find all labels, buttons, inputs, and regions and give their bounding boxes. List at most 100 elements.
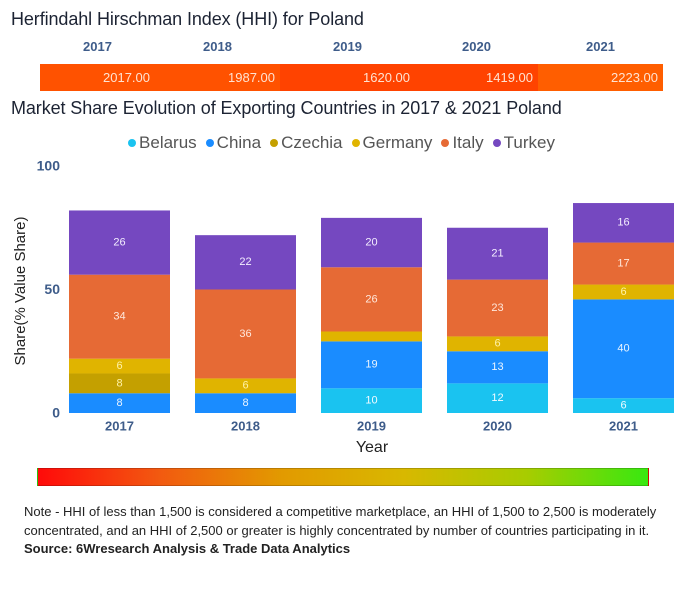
- bar-stack-2019: 10 19 26 20: [321, 217, 422, 413]
- bar-segment-italy-2018[interactable]: [195, 289, 296, 379]
- data-label: 8: [116, 397, 122, 409]
- data-label: 22: [239, 256, 251, 268]
- bar-stack-2020: 12 13 6 23 21: [447, 227, 548, 413]
- legend-dot-icon: [492, 139, 501, 147]
- bar-segment-italy-2017[interactable]: [69, 274, 170, 359]
- hhi-year-header: 2017: [83, 39, 112, 54]
- hhi-title: Herfindahl Hirschman Index (HHI) for Pol…: [11, 9, 364, 29]
- data-label: 16: [617, 217, 629, 229]
- footnote: Note - HHI of less than 1,500 is conside…: [24, 504, 657, 538]
- legend-dot-icon: [270, 139, 279, 147]
- bar-segment-italy-2019[interactable]: [321, 267, 422, 332]
- bar-segment-turkey-2017[interactable]: [69, 210, 170, 275]
- legend-label: China: [216, 133, 262, 152]
- legend-item-czechia[interactable]: Czechia: [270, 133, 343, 153]
- hhi-color-scale: [37, 468, 649, 486]
- x-axis-ticks: 2017 2018 2019 2020 2021: [105, 418, 638, 433]
- bar-stack-2017: 8 8 6 34 26: [69, 210, 170, 413]
- data-label: 36: [239, 328, 251, 340]
- bar-segment-turkey-2020[interactable]: [447, 227, 548, 280]
- data-label: 17: [617, 257, 629, 269]
- legend-item-germany[interactable]: Germany: [351, 133, 433, 153]
- data-label: 23: [491, 302, 503, 314]
- data-label: 6: [242, 380, 248, 392]
- legend-dot-icon: [351, 139, 360, 147]
- source-text: Source: 6Wresearch Analysis & Trade Data…: [24, 541, 351, 556]
- x-tick-label: 2020: [483, 418, 512, 433]
- data-label: 21: [491, 248, 503, 260]
- data-label: 6: [620, 286, 626, 298]
- bar-segment-germany-2020[interactable]: [447, 336, 548, 352]
- bar-segment-china-2021[interactable]: [573, 299, 674, 399]
- hhi-value-cell: 2223.00: [538, 64, 663, 91]
- legend-label: Czechia: [281, 133, 343, 152]
- bar-segment-germany-2017[interactable]: [69, 358, 170, 374]
- legend-item-china[interactable]: China: [205, 133, 262, 153]
- stacked-bar-chart: 8 8 6 34 26 8 6 36 22 10 19 26 20 12 13 6 23 21 6 40 6 17 16 0…: [12, 158, 674, 456]
- bar-segment-czechia-2017[interactable]: [69, 373, 170, 394]
- legend-label: Belarus: [139, 133, 197, 152]
- hhi-value-cell: 2017.00: [40, 64, 155, 91]
- hhi-value-cell: 1620.00: [280, 64, 415, 91]
- x-axis-title: Year: [356, 439, 389, 456]
- hhi-year-header-row: 2017 2018 2019 2020 2021: [0, 38, 683, 56]
- hhi-value-cell: 1987.00: [155, 64, 280, 91]
- hhi-year-header: 2021: [586, 39, 615, 54]
- bar-segment-turkey-2019[interactable]: [321, 217, 422, 268]
- bar-stack-2021: 6 40 6 17 16: [573, 203, 674, 413]
- legend-dot-icon: [441, 139, 450, 147]
- data-label: 6: [620, 399, 626, 411]
- bar-segment-china-2017[interactable]: [69, 393, 170, 413]
- bar-segment-turkey-2021[interactable]: [573, 203, 674, 243]
- legend-item-turkey[interactable]: Turkey: [492, 133, 555, 153]
- bar-segment-belarus-2019[interactable]: [321, 388, 422, 413]
- bar-segment-germany-2018[interactable]: [195, 378, 296, 394]
- data-label: 13: [491, 361, 503, 373]
- y-tick-label: 100: [37, 158, 61, 174]
- y-tick-label: 50: [44, 281, 60, 297]
- legend-dot-icon: [205, 139, 214, 147]
- bar-segment-germany-2019[interactable]: [321, 331, 422, 342]
- legend-label: Germany: [362, 133, 433, 152]
- legend-item-belarus[interactable]: Belarus: [128, 133, 197, 153]
- bar-segment-germany-2021[interactable]: [573, 284, 674, 300]
- legend-dot-icon: [128, 139, 137, 147]
- legend-label: Turkey: [503, 133, 555, 152]
- footer: Note - HHI of less than 1,500 is conside…: [24, 503, 676, 559]
- bar-segment-china-2019[interactable]: [321, 341, 422, 389]
- data-label: 8: [116, 377, 122, 389]
- data-label: 8: [242, 397, 248, 409]
- data-label: 12: [491, 392, 503, 404]
- bar-segment-china-2018[interactable]: [195, 393, 296, 413]
- y-tick-label: 0: [52, 405, 60, 421]
- bar-stack-2018: 8 6 36 22: [195, 235, 296, 413]
- x-tick-label: 2017: [105, 418, 134, 433]
- hhi-value-cell: 1419.00: [415, 64, 538, 91]
- bar-segment-italy-2020[interactable]: [447, 279, 548, 337]
- bar-segment-china-2020[interactable]: [447, 351, 548, 384]
- data-label: 20: [365, 236, 377, 248]
- data-label: 26: [365, 293, 377, 305]
- hhi-year-header: 2019: [333, 39, 362, 54]
- bars-layer: 8 8 6 34 26 8 6 36 22 10 19 26 20 12 13 6 23 21 6 40 6 17 16: [69, 203, 674, 413]
- y-axis-ticks: 0 50 100: [37, 158, 61, 421]
- bar-segment-belarus-2021[interactable]: [573, 398, 674, 413]
- chart-title: Market Share Evolution of Exporting Coun…: [11, 98, 562, 118]
- data-label: 26: [113, 236, 125, 248]
- hhi-year-header: 2018: [203, 39, 232, 54]
- x-tick-label: 2018: [231, 418, 260, 433]
- data-label: 10: [365, 395, 377, 407]
- data-label: 6: [494, 338, 500, 350]
- data-label: 34: [113, 311, 125, 323]
- bar-segment-italy-2021[interactable]: [573, 242, 674, 285]
- legend-item-italy[interactable]: Italy: [441, 133, 484, 153]
- y-axis-title: Share(% Value Share): [12, 217, 29, 366]
- data-label: 19: [365, 359, 377, 371]
- x-tick-label: 2019: [357, 418, 386, 433]
- hhi-year-header: 2020: [462, 39, 491, 54]
- hhi-value-row: 2017.00 1987.00 1620.00 1419.00 2223.00: [0, 64, 683, 91]
- data-label: 6: [116, 360, 122, 372]
- bar-segment-turkey-2018[interactable]: [195, 235, 296, 290]
- bar-segment-belarus-2020[interactable]: [447, 383, 548, 413]
- x-tick-label: 2021: [609, 418, 638, 433]
